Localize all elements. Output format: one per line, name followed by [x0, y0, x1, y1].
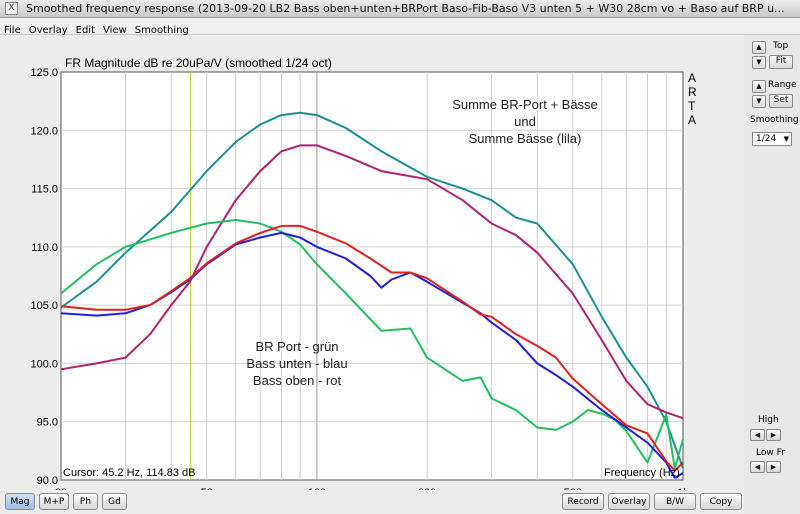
- menu-smoothing[interactable]: Smoothing: [134, 25, 189, 36]
- y-tick-label: 95.0: [37, 417, 58, 429]
- brand-letter-t: T: [688, 99, 696, 113]
- series-line-4: [60, 224, 684, 472]
- high-right-button[interactable]: ▶: [766, 429, 781, 441]
- y-tick-label: 105.0: [30, 300, 58, 312]
- title-bar: X Smoothed frequency response (2013-09-2…: [0, 0, 800, 18]
- smoothing-select[interactable]: 1/24 ▼: [752, 132, 792, 146]
- y-tick-label: 90.0: [37, 475, 58, 487]
- bottom-toolbar: Mag M+P Ph Gd Record Overlay B/W Copy: [0, 490, 744, 514]
- series-line-1: [60, 144, 684, 420]
- overlay-button[interactable]: Overlay: [608, 493, 650, 510]
- annotation-bottom-line1: BR Port - grün: [255, 339, 338, 354]
- annotation-top-line3: Summe Bässe (lila): [469, 131, 582, 146]
- menu-bar: File Overlay Edit View Smoothing: [0, 18, 800, 36]
- lowfr-right-button[interactable]: ▶: [766, 461, 781, 473]
- lowfr-left-button[interactable]: ◀: [750, 461, 765, 473]
- mag-button[interactable]: Mag: [5, 493, 35, 510]
- set-button[interactable]: Set: [769, 94, 793, 108]
- mag-phase-button[interactable]: M+P: [39, 493, 69, 510]
- brand-letter-a1: A: [688, 71, 696, 85]
- group-delay-button[interactable]: Gd: [102, 493, 127, 510]
- lowfr-label: Low Fr: [756, 448, 785, 458]
- record-button[interactable]: Record: [562, 493, 604, 510]
- chevron-down-icon: ▼: [783, 135, 789, 143]
- window-title: Smoothed frequency response (2013-09-20 …: [26, 2, 785, 15]
- cursor-readout: Cursor: 45.2 Hz, 114.83 dB: [63, 467, 196, 479]
- frequency-response-chart[interactable]: 90.095.0100.0105.0110.0115.0120.0125.020…: [0, 35, 744, 499]
- brand-letter-a2: A: [688, 113, 696, 127]
- high-label: High: [758, 415, 779, 425]
- menu-view[interactable]: View: [103, 25, 127, 36]
- y-tick-label: 115.0: [31, 184, 58, 196]
- series-line-0: [60, 111, 684, 469]
- chart-title: FR Magnitude dB re 20uPa/V (smoothed 1/2…: [65, 56, 332, 70]
- copy-button[interactable]: Copy: [700, 493, 742, 510]
- series-line-2: [60, 219, 684, 470]
- annotation-bottom-line2: Bass unten - blau: [246, 356, 347, 371]
- range-label: Range: [768, 80, 797, 90]
- x-axis-label: Frequency (Hz): [604, 467, 680, 479]
- annotation-bottom-line3: Bass oben - rot: [253, 373, 342, 388]
- phase-button[interactable]: Ph: [73, 493, 98, 510]
- menu-file[interactable]: File: [4, 25, 21, 36]
- y-tick-label: 100.0: [30, 358, 58, 370]
- series-lines: [60, 111, 684, 479]
- range-down-button[interactable]: ▼: [752, 95, 766, 108]
- smoothing-label: Smoothing: [750, 115, 799, 125]
- top-label: Top: [773, 41, 789, 51]
- side-panel: ▲ Top ▼ Fit ▲ Range ▼ Set Smoothing 1/24…: [746, 35, 800, 514]
- y-tick-label: 120.0: [30, 125, 58, 137]
- annotation-top-line2: und: [514, 114, 536, 129]
- fit-button[interactable]: Fit: [769, 55, 793, 69]
- brand-letter-r: R: [688, 85, 697, 99]
- high-left-button[interactable]: ◀: [750, 429, 765, 441]
- plot-background: [60, 71, 684, 481]
- range-up-button[interactable]: ▲: [752, 80, 766, 93]
- top-up-button[interactable]: ▲: [752, 41, 766, 54]
- y-tick-label: 125.0: [30, 67, 58, 79]
- bw-button[interactable]: B/W: [654, 493, 696, 510]
- close-icon[interactable]: X: [5, 2, 18, 15]
- annotation-top-line1: Summe BR-Port + Bässe: [452, 97, 598, 112]
- menu-overlay[interactable]: Overlay: [28, 25, 68, 36]
- plot-area: 90.095.0100.0105.0110.0115.0120.0125.020…: [0, 35, 744, 514]
- menu-edit[interactable]: Edit: [75, 25, 95, 36]
- y-tick-label: 110.0: [31, 242, 58, 254]
- top-down-button[interactable]: ▼: [752, 56, 766, 69]
- smoothing-value: 1/24: [756, 134, 777, 144]
